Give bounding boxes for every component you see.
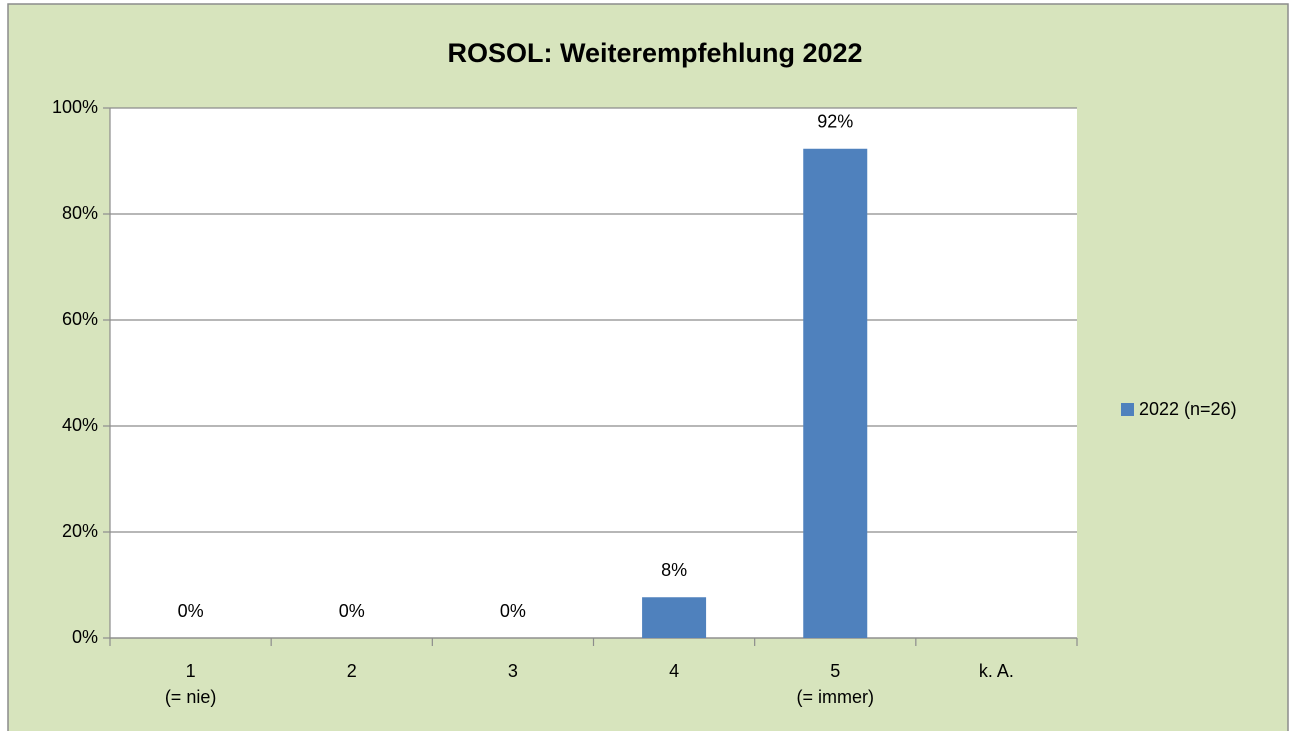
x-tick-label: 5 (= immer): [796, 661, 875, 707]
bar: [803, 148, 868, 638]
bar: [642, 597, 707, 638]
data-label: 0%: [339, 601, 365, 621]
legend-swatch: [1121, 403, 1134, 416]
x-tick-label: 1 (= nie): [164, 661, 217, 707]
data-label: 0%: [500, 601, 526, 621]
y-tick-label: 100%: [52, 97, 98, 117]
y-tick-label: 0%: [72, 627, 98, 647]
y-tick-label: 40%: [62, 415, 98, 435]
y-tick-label: 60%: [62, 309, 98, 329]
data-label: 0%: [178, 601, 204, 621]
data-label: 8%: [661, 560, 687, 580]
chart-title: ROSOL: Weiterempfehlung 2022: [447, 38, 862, 68]
plot-area: [110, 108, 1077, 638]
y-tick-label: 20%: [62, 521, 98, 541]
x-tick-label: 3: [507, 661, 518, 681]
legend-label: 2022 (n=26): [1139, 399, 1237, 419]
x-tick-label: 4: [669, 661, 680, 681]
y-tick-label: 80%: [62, 203, 98, 223]
x-tick-label: 2: [346, 661, 357, 681]
x-tick-label: k. A.: [978, 661, 1014, 681]
data-label: 92%: [817, 112, 853, 132]
